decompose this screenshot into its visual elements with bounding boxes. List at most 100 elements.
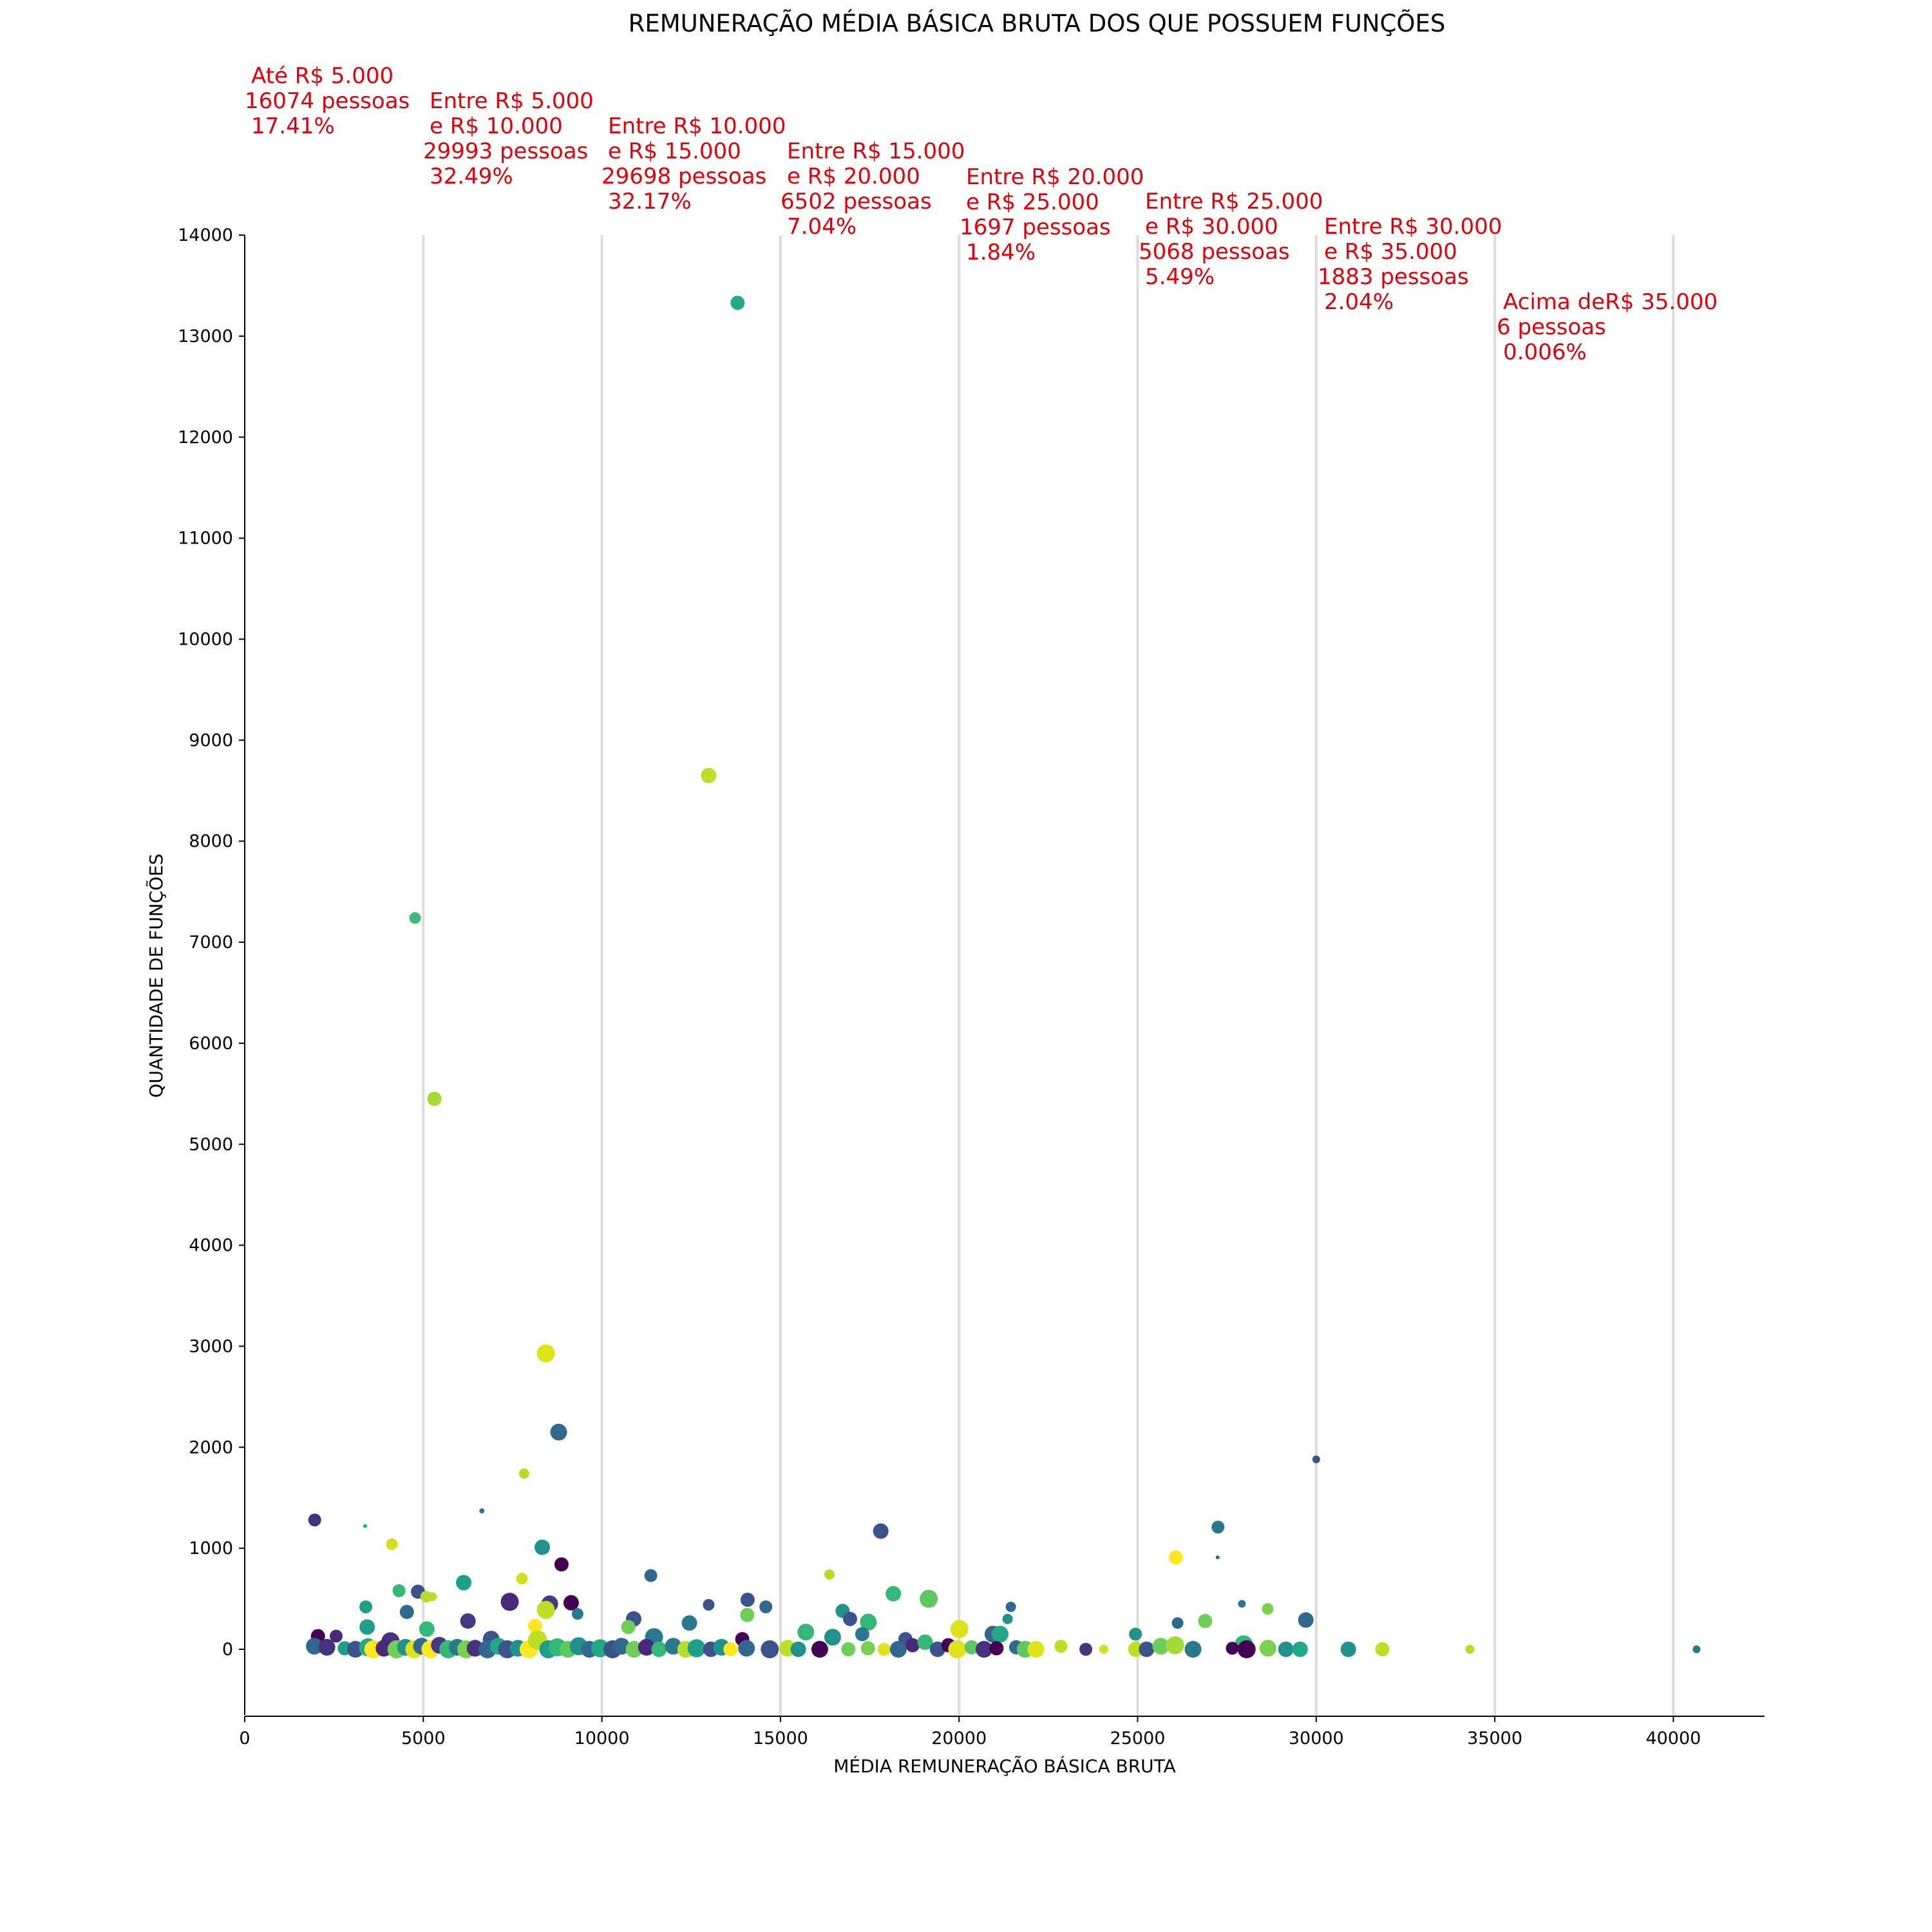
y-tick-label: 9000 [189,730,233,750]
band-label-line: Até R$ 5.000 [251,63,393,89]
data-point [428,1592,437,1602]
data-point [687,1639,706,1658]
data-point [1340,1642,1356,1657]
y-tick-label: 11000 [178,529,233,549]
data-point [1211,1520,1225,1534]
band-label-line: Entre R$ 15.000 [787,138,965,164]
data-point [701,768,717,784]
data-point [873,1523,889,1539]
data-point [308,1513,321,1527]
data-point [644,1569,658,1582]
x-tick-label: 0 [239,1728,250,1748]
data-point [1099,1645,1108,1654]
band-label-line: 5068 pessoas [1139,239,1290,265]
data-point [797,1624,815,1641]
data-point [613,1638,630,1655]
band-label-line: 1883 pessoas [1318,264,1469,290]
x-axis: 0 5000 10000 15000 20000 25000 30000 35000 40000 [239,1716,1765,1748]
data-point [1054,1640,1068,1653]
y-tick-label: 8000 [189,831,233,851]
data-point [306,1638,323,1655]
data-point [681,1615,697,1631]
data-point [1465,1645,1475,1654]
band-label-line: 16074 pessoas [245,88,410,114]
y-tick-label: 12000 [178,428,233,448]
data-point [1278,1642,1294,1657]
band-label-line: e R$ 25.000 [966,189,1099,215]
data-point [665,1638,682,1655]
y-axis-label: QUANTIDADE DE FUNÇÕES [145,853,167,1097]
band-label-line: 32.17% [608,189,692,214]
data-point [1198,1614,1213,1629]
data-point [392,1584,406,1597]
data-point [318,1638,336,1656]
band-label-6: Entre R$ 25.000 e R$ 30.000 5068 pessoas 5.… [1139,189,1323,290]
data-point [1184,1641,1202,1658]
band-label-line: 17.41% [251,113,335,139]
data-point [399,1605,414,1619]
data-point [860,1613,877,1631]
data-point [359,1619,375,1635]
data-point [330,1629,343,1643]
data-point [964,1640,979,1654]
data-point [536,1600,555,1619]
data-point [917,1634,933,1650]
band-lines [422,235,1675,1716]
y-tick-label: 13000 [178,327,233,346]
data-point [516,1573,528,1585]
band-label-2: Entre R$ 5.000 e R$ 10.000 29993 pessoas 32… [423,88,594,189]
data-point [1312,1455,1320,1464]
data-point [1215,1555,1220,1560]
data-point [456,1575,471,1591]
data-point [1002,1613,1013,1624]
band-label-4: Entre R$ 15.000 e R$ 20.000 6502 pessoas 7.… [781,138,965,240]
x-tick-label: 40000 [1645,1728,1701,1748]
band-label-5: Entre R$ 20.000 e R$ 25.000 1697 pessoas 1.… [960,164,1144,265]
data-point [460,1613,476,1629]
data-point [877,1643,891,1656]
data-points [306,296,1701,1658]
data-point [889,1641,907,1658]
band-label-7: Entre R$ 30.000 e R$ 35.000 1883 pessoas 2.… [1318,214,1502,315]
band-label-line: 6502 pessoas [781,189,932,214]
data-point [1128,1642,1144,1657]
data-point [651,1642,667,1657]
x-tick-label: 35000 [1467,1728,1522,1748]
data-point [824,1569,835,1580]
band-label-line: 7.04% [787,214,857,240]
data-point [703,1599,715,1611]
band-label-line: Entre R$ 5.000 [430,88,594,114]
data-point [860,1641,875,1656]
band-label-line: 29698 pessoas [601,164,766,189]
data-point [363,1524,367,1528]
data-point [843,1611,857,1626]
band-label-line: Entre R$ 10.000 [608,113,786,139]
data-point [824,1629,841,1646]
band-label-line: 0.006% [1503,339,1587,365]
band-label-line: e R$ 35.000 [1324,239,1457,265]
band-label-line: 5.49% [1145,264,1215,290]
y-tick-label: 2000 [189,1437,233,1457]
band-label-line: Entre R$ 20.000 [966,164,1144,190]
data-point [1079,1643,1093,1656]
data-point [536,1344,555,1363]
data-point [1166,1636,1184,1654]
data-point [621,1620,636,1634]
data-point [1237,1640,1256,1658]
data-point [723,1642,738,1656]
data-point [759,1600,773,1614]
x-tick-label: 5000 [401,1728,446,1748]
data-point [948,1640,967,1658]
data-point [920,1589,938,1608]
band-label-line: Entre R$ 25.000 [1145,189,1323,214]
data-point [554,1557,569,1572]
band-label-line: 32.49% [430,164,513,189]
data-point [730,296,745,310]
data-point [535,1539,550,1555]
data-point [1375,1642,1390,1656]
data-point [740,1593,755,1607]
y-tick-label: 0 [222,1640,233,1660]
data-point [811,1641,828,1658]
data-point [500,1593,519,1611]
